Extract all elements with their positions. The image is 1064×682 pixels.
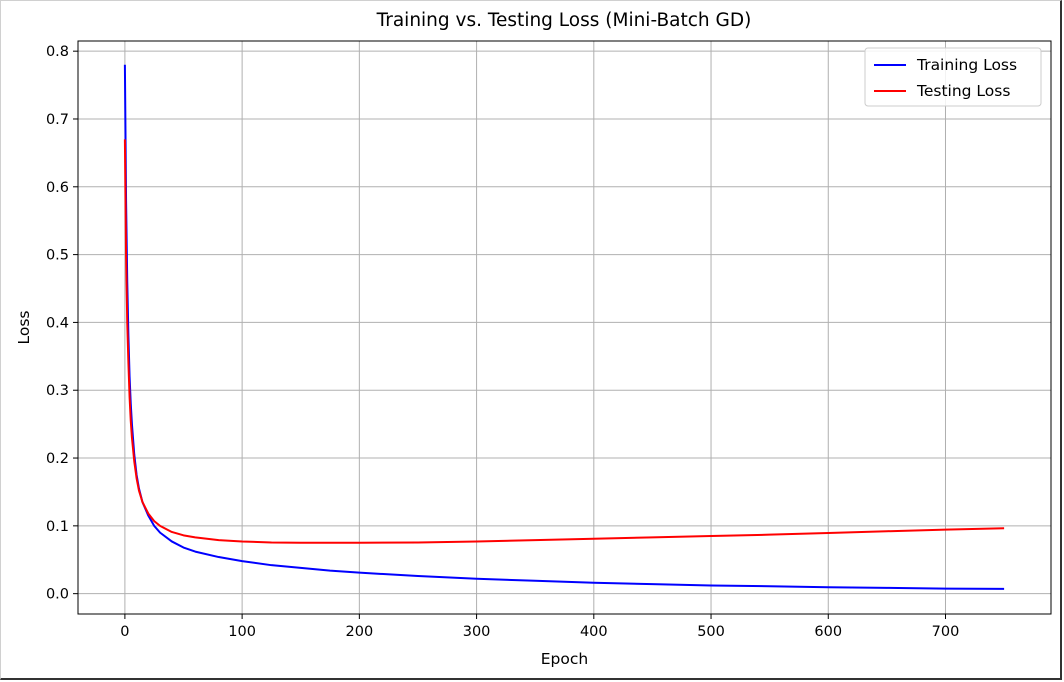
x-tick-label: 200 (346, 624, 374, 640)
x-axis-label: Epoch (541, 650, 588, 668)
y-tick-label: 0.8 (46, 44, 69, 60)
x-tick-label: 400 (580, 624, 608, 640)
y-axis-label: Loss (15, 311, 33, 345)
y-tick-label: 0.1 (46, 519, 69, 535)
series-lines (123, 64, 1005, 590)
y-tick-label: 0.6 (46, 180, 69, 196)
x-tick-label: 0 (120, 624, 129, 640)
grid-lines (78, 41, 1051, 614)
y-tick-label: 0.0 (46, 587, 69, 603)
y-tick-label: 0.7 (46, 112, 69, 128)
x-tick-label: 600 (814, 624, 842, 640)
x-tick-label: 300 (463, 624, 491, 640)
y-tick-label: 0.4 (46, 315, 69, 331)
y-tick-label: 0.2 (46, 451, 69, 467)
y-tick-label: 0.3 (46, 383, 69, 399)
legend-label-training-loss: Training Loss (916, 56, 1017, 74)
legend-box (864, 47, 1042, 107)
x-axis-ticks: 0 100 200 300 400 500 600 700 (120, 614, 959, 640)
plot-area-frame (77, 40, 1052, 615)
y-tick-label: 0.5 (46, 248, 69, 264)
x-tick-label: 700 (932, 624, 960, 640)
y-axis-ticks: 0.0 0.1 0.2 0.3 0.4 0.5 0.6 0.7 0.8 (46, 44, 78, 603)
legend-label-testing-loss: Testing Loss (916, 82, 1010, 100)
legend: Training Loss Testing Loss (864, 47, 1042, 107)
chart-title: Training vs. Testing Loss (Mini-Batch GD… (376, 10, 752, 31)
series-line-training-loss (123, 64, 1005, 590)
x-tick-label: 500 (697, 624, 725, 640)
x-tick-label: 100 (228, 624, 256, 640)
series-line-testing-loss (123, 139, 1005, 544)
